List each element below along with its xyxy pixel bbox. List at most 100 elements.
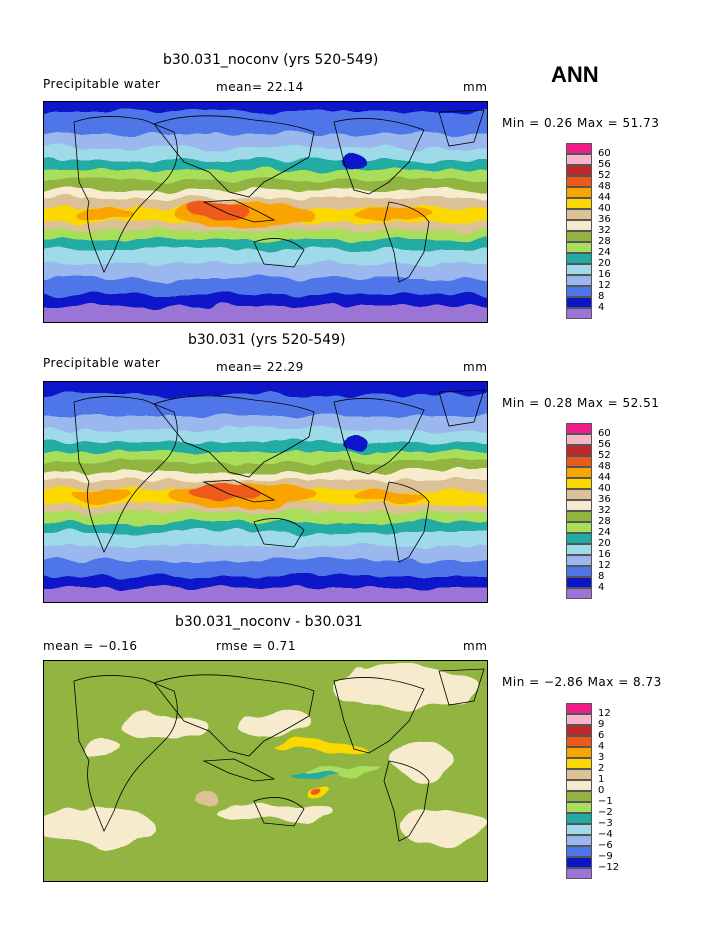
panel-3-colorbar: 12 9 6 4 3 2 1 0 −1 −2 −3 −4 −6 −9 −12 [566, 703, 619, 879]
colorbar-tick: 56 [598, 159, 611, 170]
panel-2-mean: mean= 22.29 [216, 360, 304, 374]
colorbar-swatch [566, 143, 592, 154]
colorbar-swatch [566, 824, 592, 835]
colorbar-tick: 4 [598, 302, 605, 313]
colorbar-tick: 40 [598, 203, 611, 214]
colorbar-swatch [566, 500, 592, 511]
colorbar-swatch [566, 511, 592, 522]
colorbar-tick: −3 [598, 818, 613, 829]
colorbar-tick: 52 [598, 450, 611, 461]
colorbar-tick: 12 [598, 708, 611, 719]
colorbar-swatch [566, 220, 592, 231]
colorbar-swatch [566, 747, 592, 758]
colorbar-swatch [566, 478, 592, 489]
colorbar-swatch [566, 769, 592, 780]
colorbar-tick: 60 [598, 148, 611, 159]
colorbar-tick: 3 [598, 752, 605, 763]
colorbar-tick: 4 [598, 582, 605, 593]
colorbar-tick: 6 [598, 730, 605, 741]
panel-1-left-label: Precipitable water [43, 77, 161, 91]
colorbar-swatch [566, 835, 592, 846]
colorbar-swatch [566, 725, 592, 736]
colorbar-swatch [566, 231, 592, 242]
colorbar-swatch [566, 714, 592, 725]
colorbar-swatch [566, 275, 592, 286]
colorbar-swatch [566, 467, 592, 478]
colorbar-tick: 52 [598, 170, 611, 181]
colorbar-swatch [566, 434, 592, 445]
colorbar-tick: 16 [598, 269, 611, 280]
season-label: ANN [551, 62, 599, 87]
colorbar-swatch [566, 176, 592, 187]
colorbar-swatch [566, 445, 592, 456]
colorbar-swatch [566, 198, 592, 209]
colorbar-tick: 24 [598, 527, 611, 538]
colorbar-swatch [566, 165, 592, 176]
colorbar-tick: 24 [598, 247, 611, 258]
panel-2-units: mm [463, 360, 488, 374]
colorbar-tick: 8 [598, 291, 605, 302]
colorbar-tick: 1 [598, 774, 605, 785]
colorbar-tick: −4 [598, 829, 613, 840]
colorbar-tick: 44 [598, 472, 611, 483]
colorbar-swatch [566, 187, 592, 198]
panel-2-left-label: Precipitable water [43, 356, 161, 370]
colorbar-tick: 32 [598, 505, 611, 516]
panel-3-rmse: rmse = 0.71 [216, 639, 296, 653]
colorbar-tick: −1 [598, 796, 613, 807]
colorbar-tick: 32 [598, 225, 611, 236]
colorbar-swatch [566, 846, 592, 857]
panel-1-minmax: Min = 0.26 Max = 51.73 [502, 116, 660, 130]
colorbar-swatch [566, 242, 592, 253]
colorbar-swatch [566, 791, 592, 802]
panel-1-title: b30.031_noconv (yrs 520-549) [163, 52, 379, 68]
colorbar-swatch [566, 308, 592, 319]
colorbar-tick: 28 [598, 516, 611, 527]
panel-3-mean: mean = −0.16 [43, 639, 138, 653]
colorbar-tick: 28 [598, 236, 611, 247]
colorbar-swatch [566, 544, 592, 555]
colorbar-tick: 36 [598, 214, 611, 225]
colorbar-tick: 20 [598, 538, 611, 549]
panel-2-minmax: Min = 0.28 Max = 52.51 [502, 396, 660, 410]
panel-2-colorbar: 60 56 52 48 44 40 36 32 28 24 20 16 12 8… [566, 423, 611, 599]
panel-1-units: mm [463, 80, 488, 94]
colorbar-swatch [566, 209, 592, 220]
colorbar-tick: 12 [598, 280, 611, 291]
colorbar-tick: 4 [598, 741, 605, 752]
colorbar-swatch [566, 555, 592, 566]
colorbar-swatch [566, 522, 592, 533]
colorbar-swatch [566, 802, 592, 813]
colorbar-tick: 56 [598, 439, 611, 450]
colorbar-tick: 36 [598, 494, 611, 505]
colorbar-tick: −9 [598, 851, 613, 862]
colorbar-tick: 60 [598, 428, 611, 439]
colorbar-swatch [566, 588, 592, 599]
colorbar-swatch [566, 286, 592, 297]
colorbar-tick: 16 [598, 549, 611, 560]
colorbar-tick: 2 [598, 763, 605, 774]
colorbar-swatch [566, 868, 592, 879]
panel-3-map [43, 660, 488, 882]
colorbar-swatch [566, 423, 592, 434]
colorbar-swatch [566, 566, 592, 577]
panel-3-units: mm [463, 639, 488, 653]
colorbar-swatch [566, 758, 592, 769]
colorbar-tick: 48 [598, 461, 611, 472]
colorbar-swatch [566, 489, 592, 500]
panel-1-map [43, 101, 488, 323]
colorbar-swatch [566, 154, 592, 165]
colorbar-swatch [566, 264, 592, 275]
colorbar-tick: 9 [598, 719, 605, 730]
colorbar-tick: 48 [598, 181, 611, 192]
colorbar-swatch [566, 253, 592, 264]
colorbar-tick: 44 [598, 192, 611, 203]
panel-2-map [43, 381, 488, 603]
panel-3-minmax: Min = −2.86 Max = 8.73 [502, 675, 662, 689]
colorbar-tick: 12 [598, 560, 611, 571]
colorbar-tick: 8 [598, 571, 605, 582]
colorbar-swatch [566, 577, 592, 588]
colorbar-swatch [566, 780, 592, 791]
panel-2-title: b30.031 (yrs 520-549) [188, 332, 346, 348]
colorbar-tick: 0 [598, 785, 605, 796]
